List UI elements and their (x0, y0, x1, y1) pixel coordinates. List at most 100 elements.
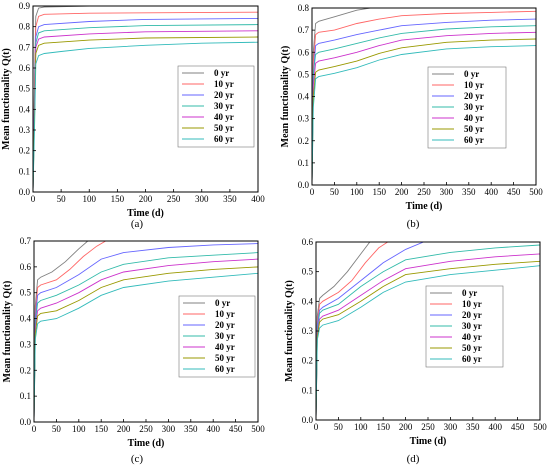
y-tick-label: 0.7 (20, 236, 32, 246)
series-line (34, 241, 258, 422)
legend-label: 10 yr (464, 80, 484, 90)
series-line (312, 38, 536, 185)
y-tick-label: 0.4 (19, 104, 31, 114)
legend-label: 0 yr (464, 69, 479, 79)
x-axis-label: Time (d) (128, 438, 165, 449)
x-tick-label: 100 (354, 422, 368, 432)
x-axis-label: Time (d) (410, 436, 447, 447)
legend-label: 10 yr (462, 299, 482, 309)
y-axis-label: Mean functionality Q(t) (284, 280, 295, 382)
x-tick-label: 200 (139, 194, 153, 204)
legend-label: 50 yr (215, 353, 235, 363)
y-axis-label: Mean functionality Q(t) (2, 281, 13, 383)
x-tick-label: 0 (314, 422, 319, 432)
series-line (34, 252, 258, 422)
legend-label: 10 yr (215, 309, 235, 319)
y-tick-label: 0.7 (19, 42, 31, 52)
legend-label: 30 yr (462, 321, 482, 331)
y-tick-label: 0.5 (20, 288, 32, 298)
legend-label: 50 yr (462, 343, 482, 353)
series-line (316, 253, 540, 420)
series-line (34, 241, 258, 422)
y-tick-label: 0.5 (19, 84, 31, 94)
x-tick-label: 250 (167, 194, 181, 204)
x-tick-label: 200 (399, 422, 413, 432)
series-group (34, 241, 258, 422)
x-axis-label: Time (d) (127, 208, 164, 219)
x-tick-label: 450 (507, 187, 521, 197)
panel-caption: (b) (407, 218, 420, 230)
x-tick-label: 0 (32, 424, 37, 434)
legend-label: 30 yr (464, 102, 484, 112)
legend-label: 60 yr (215, 364, 235, 374)
y-tick-label: 0.4 (20, 314, 32, 324)
x-tick-label: 400 (484, 187, 498, 197)
x-tick-label: 150 (111, 194, 125, 204)
x-axis-label: Time (d) (406, 201, 443, 212)
y-tick-label: 0.6 (302, 237, 314, 247)
y-tick-label: 0.2 (20, 365, 31, 375)
y-tick-label: 0.3 (19, 125, 31, 135)
y-tick-label: 0.6 (298, 47, 310, 57)
y-tick-label: 0.6 (19, 63, 31, 73)
legend-label: 40 yr (215, 342, 235, 352)
x-tick-label: 350 (223, 194, 237, 204)
y-tick-label: 0.8 (298, 3, 310, 13)
x-tick-label: 500 (533, 422, 547, 432)
x-tick-label: 350 (184, 424, 198, 434)
x-tick-label: 250 (417, 187, 431, 197)
series-line (312, 45, 536, 185)
y-tick-label: 0.8 (19, 22, 31, 32)
panel-caption: (a) (131, 218, 144, 230)
y-tick-label: 0.3 (302, 326, 314, 336)
y-tick-label: 0.6 (20, 262, 32, 272)
x-tick-label: 450 (511, 422, 525, 432)
x-tick-label: 50 (330, 187, 340, 197)
y-tick-label: 0.4 (302, 296, 314, 306)
y-tick-label: 0.0 (19, 187, 31, 197)
legend-label: 50 yr (464, 124, 484, 134)
legend-label: 0 yr (214, 68, 229, 78)
x-tick-label: 0 (310, 187, 315, 197)
y-tick-label: 0.1 (20, 391, 31, 401)
legend-label: 60 yr (462, 354, 482, 364)
legend-label: 20 yr (214, 90, 234, 100)
y-tick-label: 0.2 (298, 136, 309, 146)
legend-label: 20 yr (462, 310, 482, 320)
series-line (33, 41, 258, 192)
series-line (34, 243, 258, 422)
y-tick-label: 0.5 (302, 267, 314, 277)
legend-label: 0 yr (462, 288, 477, 298)
legend-label: 20 yr (215, 320, 235, 330)
x-tick-label: 300 (440, 187, 454, 197)
y-tick-label: 0.0 (302, 415, 314, 425)
legend-label: 30 yr (215, 331, 235, 341)
legend-label: 20 yr (464, 91, 484, 101)
panel-1: 0 50 100 150 200 250 300 350 400 450 500 0.0 0.1 0.2 0… (280, 3, 543, 230)
series-line (34, 272, 258, 422)
series-line (316, 260, 540, 420)
y-tick-label: 0.9 (19, 1, 31, 11)
x-tick-label: 150 (372, 187, 386, 197)
x-tick-label: 100 (350, 187, 364, 197)
legend-label: 0 yr (215, 298, 230, 308)
y-axis-label: Mean functionality Q(t) (280, 46, 291, 148)
series-line (312, 10, 536, 185)
y-tick-label: 0.1 (302, 385, 313, 395)
series-line (312, 18, 536, 185)
x-tick-label: 300 (195, 194, 209, 204)
series-line (316, 242, 540, 420)
legend-label: 40 yr (214, 112, 234, 122)
x-tick-label: 150 (376, 422, 390, 432)
x-tick-label: 350 (462, 187, 476, 197)
y-tick-label: 0.2 (19, 146, 30, 156)
legend-box (427, 66, 507, 149)
x-tick-label: 350 (466, 422, 480, 432)
y-tick-label: 0.3 (20, 339, 32, 349)
x-tick-label: 400 (251, 194, 265, 204)
y-tick-label: 0.7 (298, 25, 310, 35)
x-tick-label: 200 (117, 424, 131, 434)
x-tick-label: 500 (529, 187, 543, 197)
